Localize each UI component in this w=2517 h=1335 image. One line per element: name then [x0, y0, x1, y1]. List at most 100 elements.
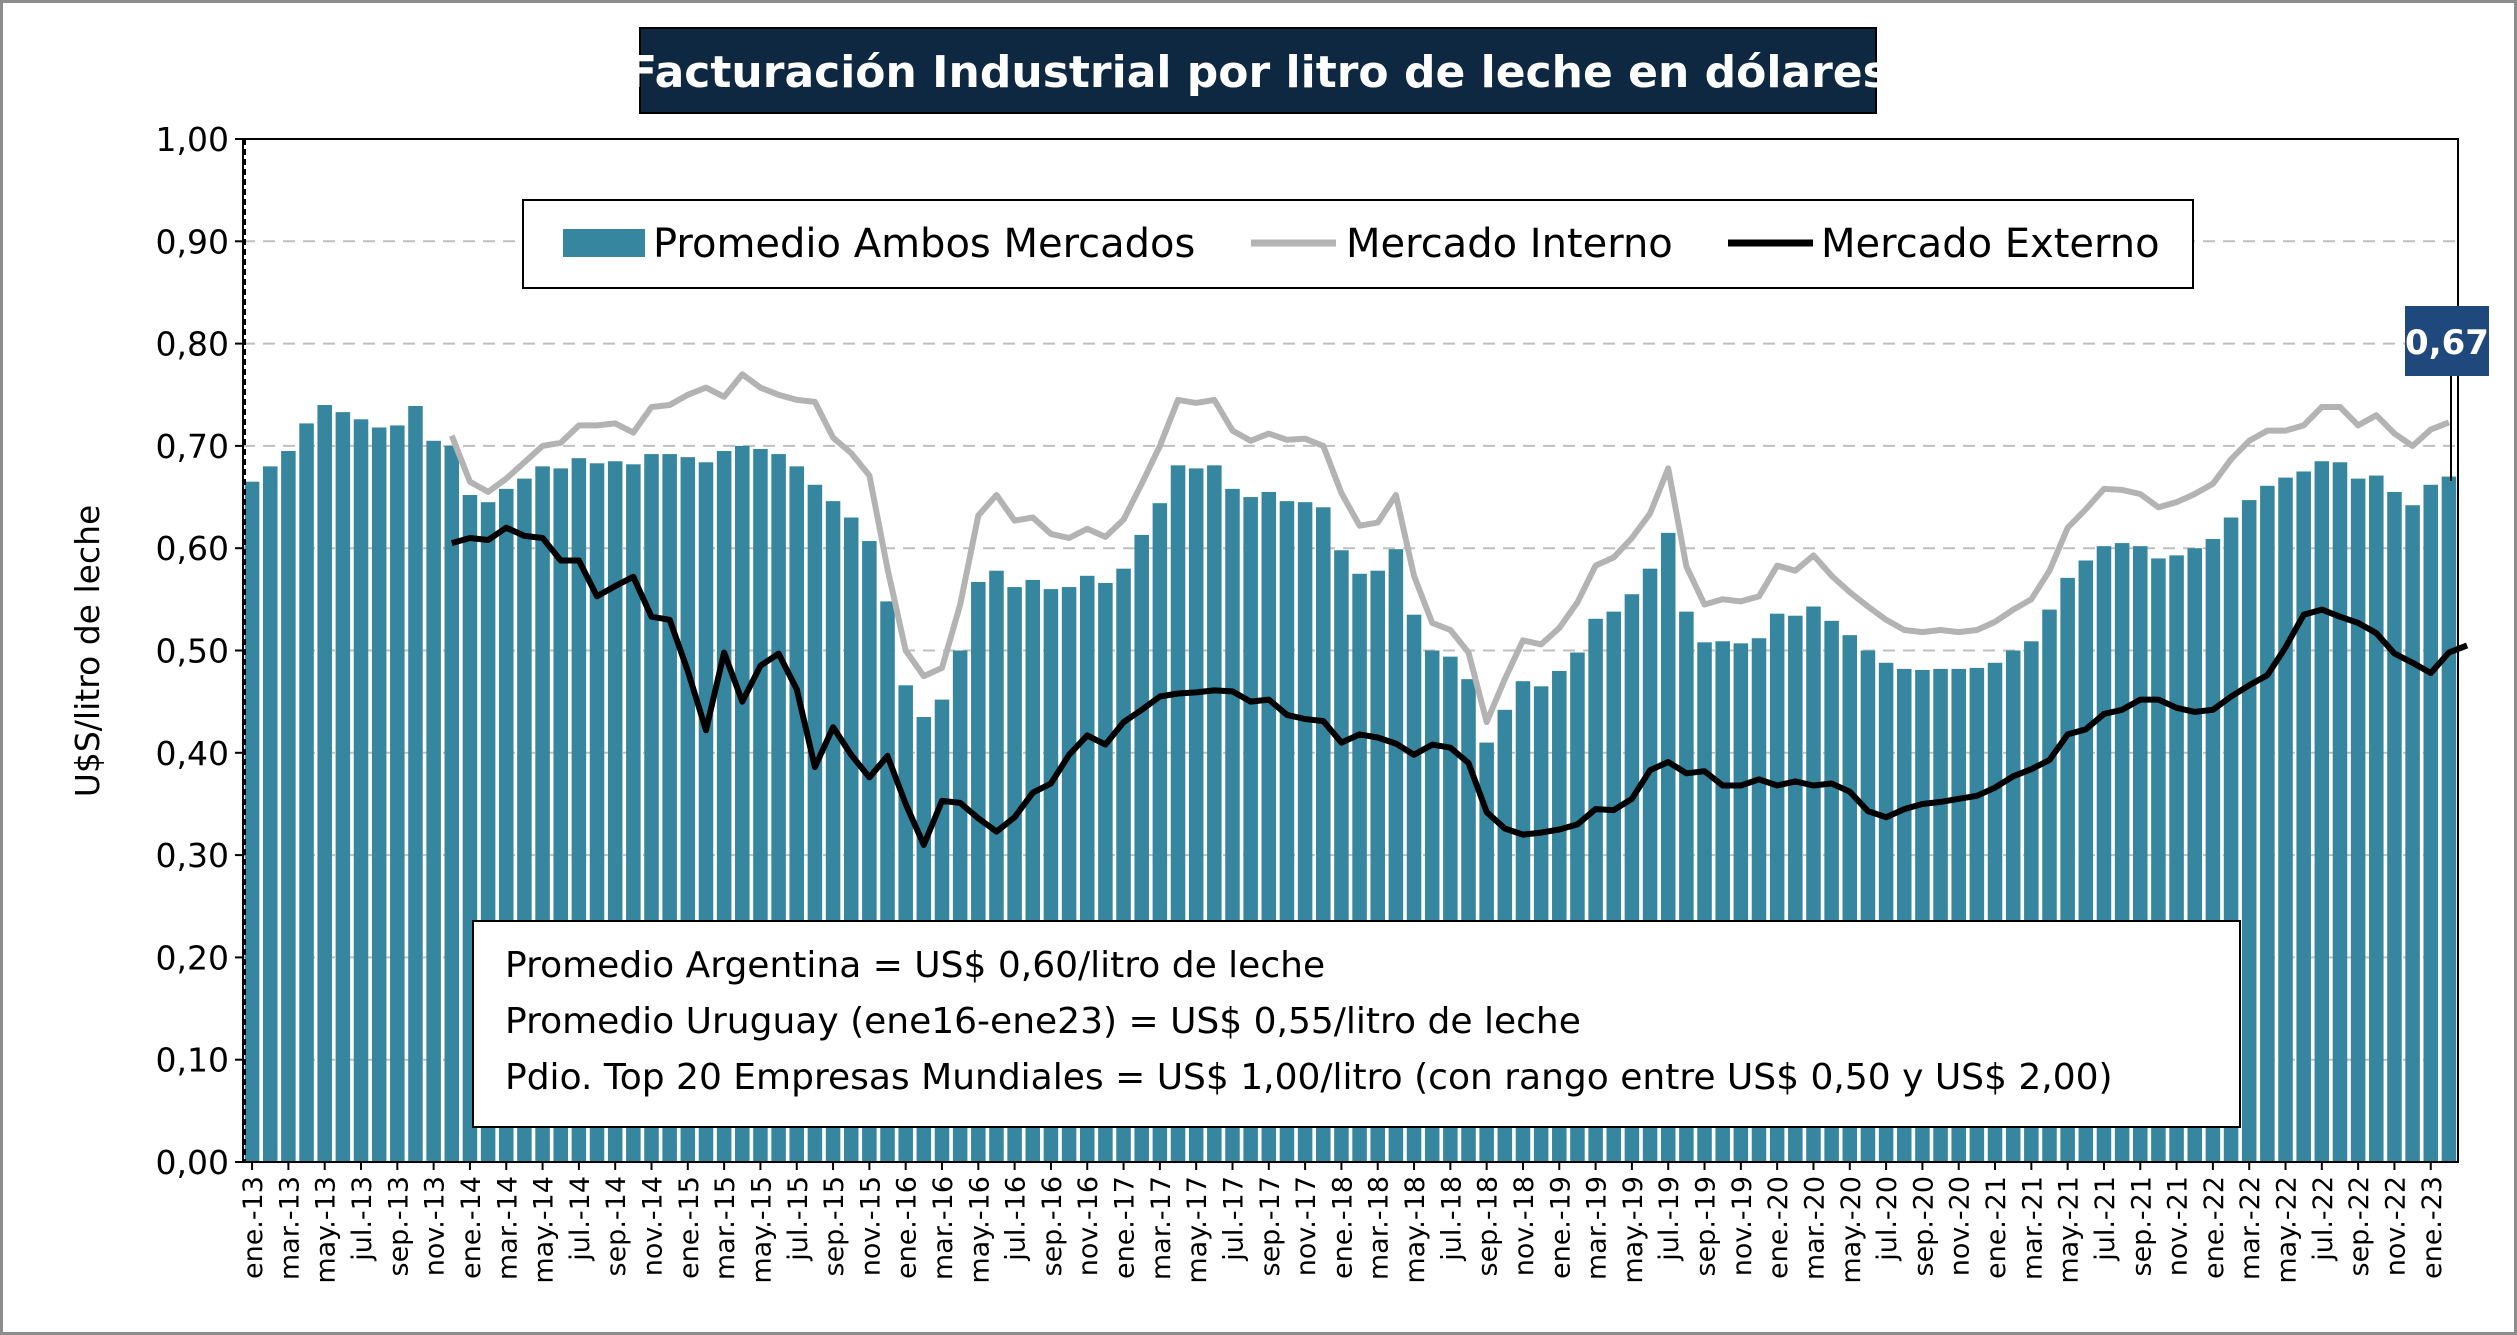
x-tick-label: may.-20: [1836, 1176, 1867, 1284]
x-tick-label: nov.-15: [855, 1176, 886, 1276]
bar: [408, 406, 423, 1162]
bar: [390, 425, 405, 1162]
x-tick-label: may.-16: [964, 1176, 995, 1284]
note-top-20: Pdio. Top 20 Empresas Mundiales = US$ 1,…: [505, 1057, 2113, 1098]
x-tick-label: mar.-20: [1799, 1176, 1830, 1280]
x-tick-label: ene.-16: [892, 1176, 923, 1279]
x-tick-label: mar.-18: [1364, 1176, 1395, 1280]
legend-label-interno: Mercado Interno: [1346, 221, 1673, 267]
x-tick-label: may.-17: [1182, 1176, 1213, 1284]
x-tick-label: sep.-16: [1037, 1176, 1068, 1277]
x-tick-label: nov.-13: [420, 1176, 451, 1276]
bar: [426, 440, 441, 1162]
x-tick-label: ene.-13: [238, 1176, 269, 1279]
x-tick-label: ene.-21: [1981, 1176, 2012, 1279]
last-value-label: 0,67: [2405, 323, 2489, 363]
y-tick-label: 0,10: [156, 1041, 229, 1080]
note-promedio-argentina: Promedio Argentina = US$ 0,60/litro de l…: [505, 945, 1325, 986]
x-tick-label: sep.-20: [1908, 1176, 1939, 1277]
x-tick-label: ene.-18: [1327, 1176, 1358, 1279]
x-tick-label: may.-18: [1400, 1176, 1431, 1284]
bar: [2332, 462, 2348, 1162]
line-mercado-externo: [450, 524, 2469, 848]
last-value-callout: 0,67: [2405, 306, 2489, 481]
x-tick-label: mar.-22: [2235, 1176, 2266, 1280]
bar: [2260, 485, 2275, 1162]
bar: [262, 466, 278, 1162]
x-tick-label: nov.-22: [2380, 1176, 2411, 1276]
bar: [317, 404, 332, 1163]
x-tick-label: sep.-15: [819, 1176, 850, 1277]
x-tick-label: ene.-22: [2199, 1176, 2230, 1279]
x-tick-label: may.-15: [746, 1176, 777, 1284]
y-tick-label: 0,50: [156, 632, 229, 671]
x-tick-label: jul.-15: [783, 1176, 814, 1262]
x-tick-label: nov.-14: [638, 1176, 669, 1276]
bar: [335, 412, 351, 1162]
x-tick-label: sep.-18: [1473, 1176, 1504, 1277]
x-tick-label: ene.-15: [674, 1176, 705, 1279]
x-tick-label: may.-21: [2054, 1176, 2085, 1284]
x-tick-label: nov.-16: [1073, 1176, 1104, 1276]
y-tick-label: 1,00: [156, 120, 229, 159]
x-tick-label: sep.-21: [2126, 1176, 2157, 1277]
bar: [299, 423, 314, 1162]
chart: 0,00 0,10 0,20 0,30 0,40 0,50 0,60 0,70 0,80 0,90…: [68, 27, 2489, 1284]
x-tick-label: jul.-19: [1654, 1176, 1685, 1262]
x-tick-label: jul.-21: [2090, 1176, 2121, 1262]
bar: [2241, 500, 2257, 1162]
y-tick-label: 0,30: [156, 836, 229, 875]
y-tick-label: 0,80: [156, 325, 229, 364]
legend: Promedio Ambos Mercados Mercado Interno …: [522, 199, 2194, 289]
bar: [244, 481, 260, 1163]
x-tick-label: ene.-17: [1110, 1176, 1141, 1279]
x-tick-label: jul.-14: [565, 1176, 596, 1262]
bar: [2296, 471, 2311, 1163]
x-tick-label: jul.-16: [1001, 1176, 1032, 1262]
y-tick-label: 0,70: [156, 427, 229, 466]
x-tick-label: mar.-17: [1146, 1176, 1177, 1280]
bar: [2314, 461, 2330, 1162]
y-tick-label: 0,40: [156, 734, 229, 773]
x-tick-label: may.-19: [1618, 1176, 1649, 1284]
bar: [444, 445, 460, 1162]
last-value-badge: [2405, 306, 2489, 376]
x-tick-label: nov.-20: [1945, 1176, 1976, 1276]
legend-swatch-bars: [563, 229, 645, 257]
x-tick-label: may.-22: [2272, 1176, 2303, 1284]
x-tick-label: nov.-17: [1291, 1176, 1322, 1276]
x-axis-ticks: ene.-13 mar.-13 may.-13 jul.-13 sep.-13 nov.-…: [238, 1162, 2448, 1284]
note-promedio-uruguay: Promedio Uruguay (ene16-ene23) = US$ 0,5…: [505, 1001, 1581, 1042]
bar: [2350, 478, 2366, 1162]
y-axis-ticks: 0,00 0,10 0,20 0,30 0,40 0,50 0,60 0,70 0,80 0,90…: [156, 120, 243, 1182]
y-tick-label: 0,00: [156, 1143, 229, 1182]
bar: [2423, 484, 2439, 1162]
x-tick-label: may.-14: [529, 1176, 560, 1284]
x-tick-label: sep.-14: [601, 1176, 632, 1277]
x-tick-label: nov.-18: [1509, 1176, 1540, 1276]
x-tick-label: jul.-13: [347, 1176, 378, 1262]
bar: [281, 451, 296, 1162]
notes-background: [472, 920, 2241, 1128]
title-background: [639, 27, 1877, 114]
x-tick-label: mar.-16: [928, 1176, 959, 1280]
x-tick-label: jul.-20: [1872, 1176, 1903, 1262]
x-tick-label: jul.-17: [1218, 1176, 1249, 1262]
x-tick-label: sep.-22: [2344, 1176, 2375, 1277]
x-tick-label: ene.-20: [1763, 1176, 1794, 1279]
x-tick-label: mar.-21: [2017, 1176, 2048, 1280]
x-tick-label: mar.-14: [492, 1176, 523, 1280]
bar: [2405, 505, 2420, 1162]
bar: [2441, 476, 2457, 1163]
x-tick-label: mar.-13: [274, 1176, 305, 1280]
x-tick-label: jul.-22: [2308, 1176, 2339, 1262]
legend-label-ambos: Promedio Ambos Mercados: [653, 221, 1195, 267]
bar: [371, 427, 387, 1163]
line-mercado-interno: [449, 371, 2450, 726]
notes-box: Promedio Argentina = US$ 0,60/litro de l…: [472, 920, 2241, 1128]
x-tick-label: mar.-19: [1582, 1176, 1613, 1280]
bar: [2369, 475, 2384, 1162]
chart-title-box: Facturación Industrial por litro de lech…: [627, 27, 1889, 114]
legend-label-externo: Mercado Externo: [1821, 221, 2160, 267]
x-tick-label: may.-13: [311, 1176, 342, 1284]
